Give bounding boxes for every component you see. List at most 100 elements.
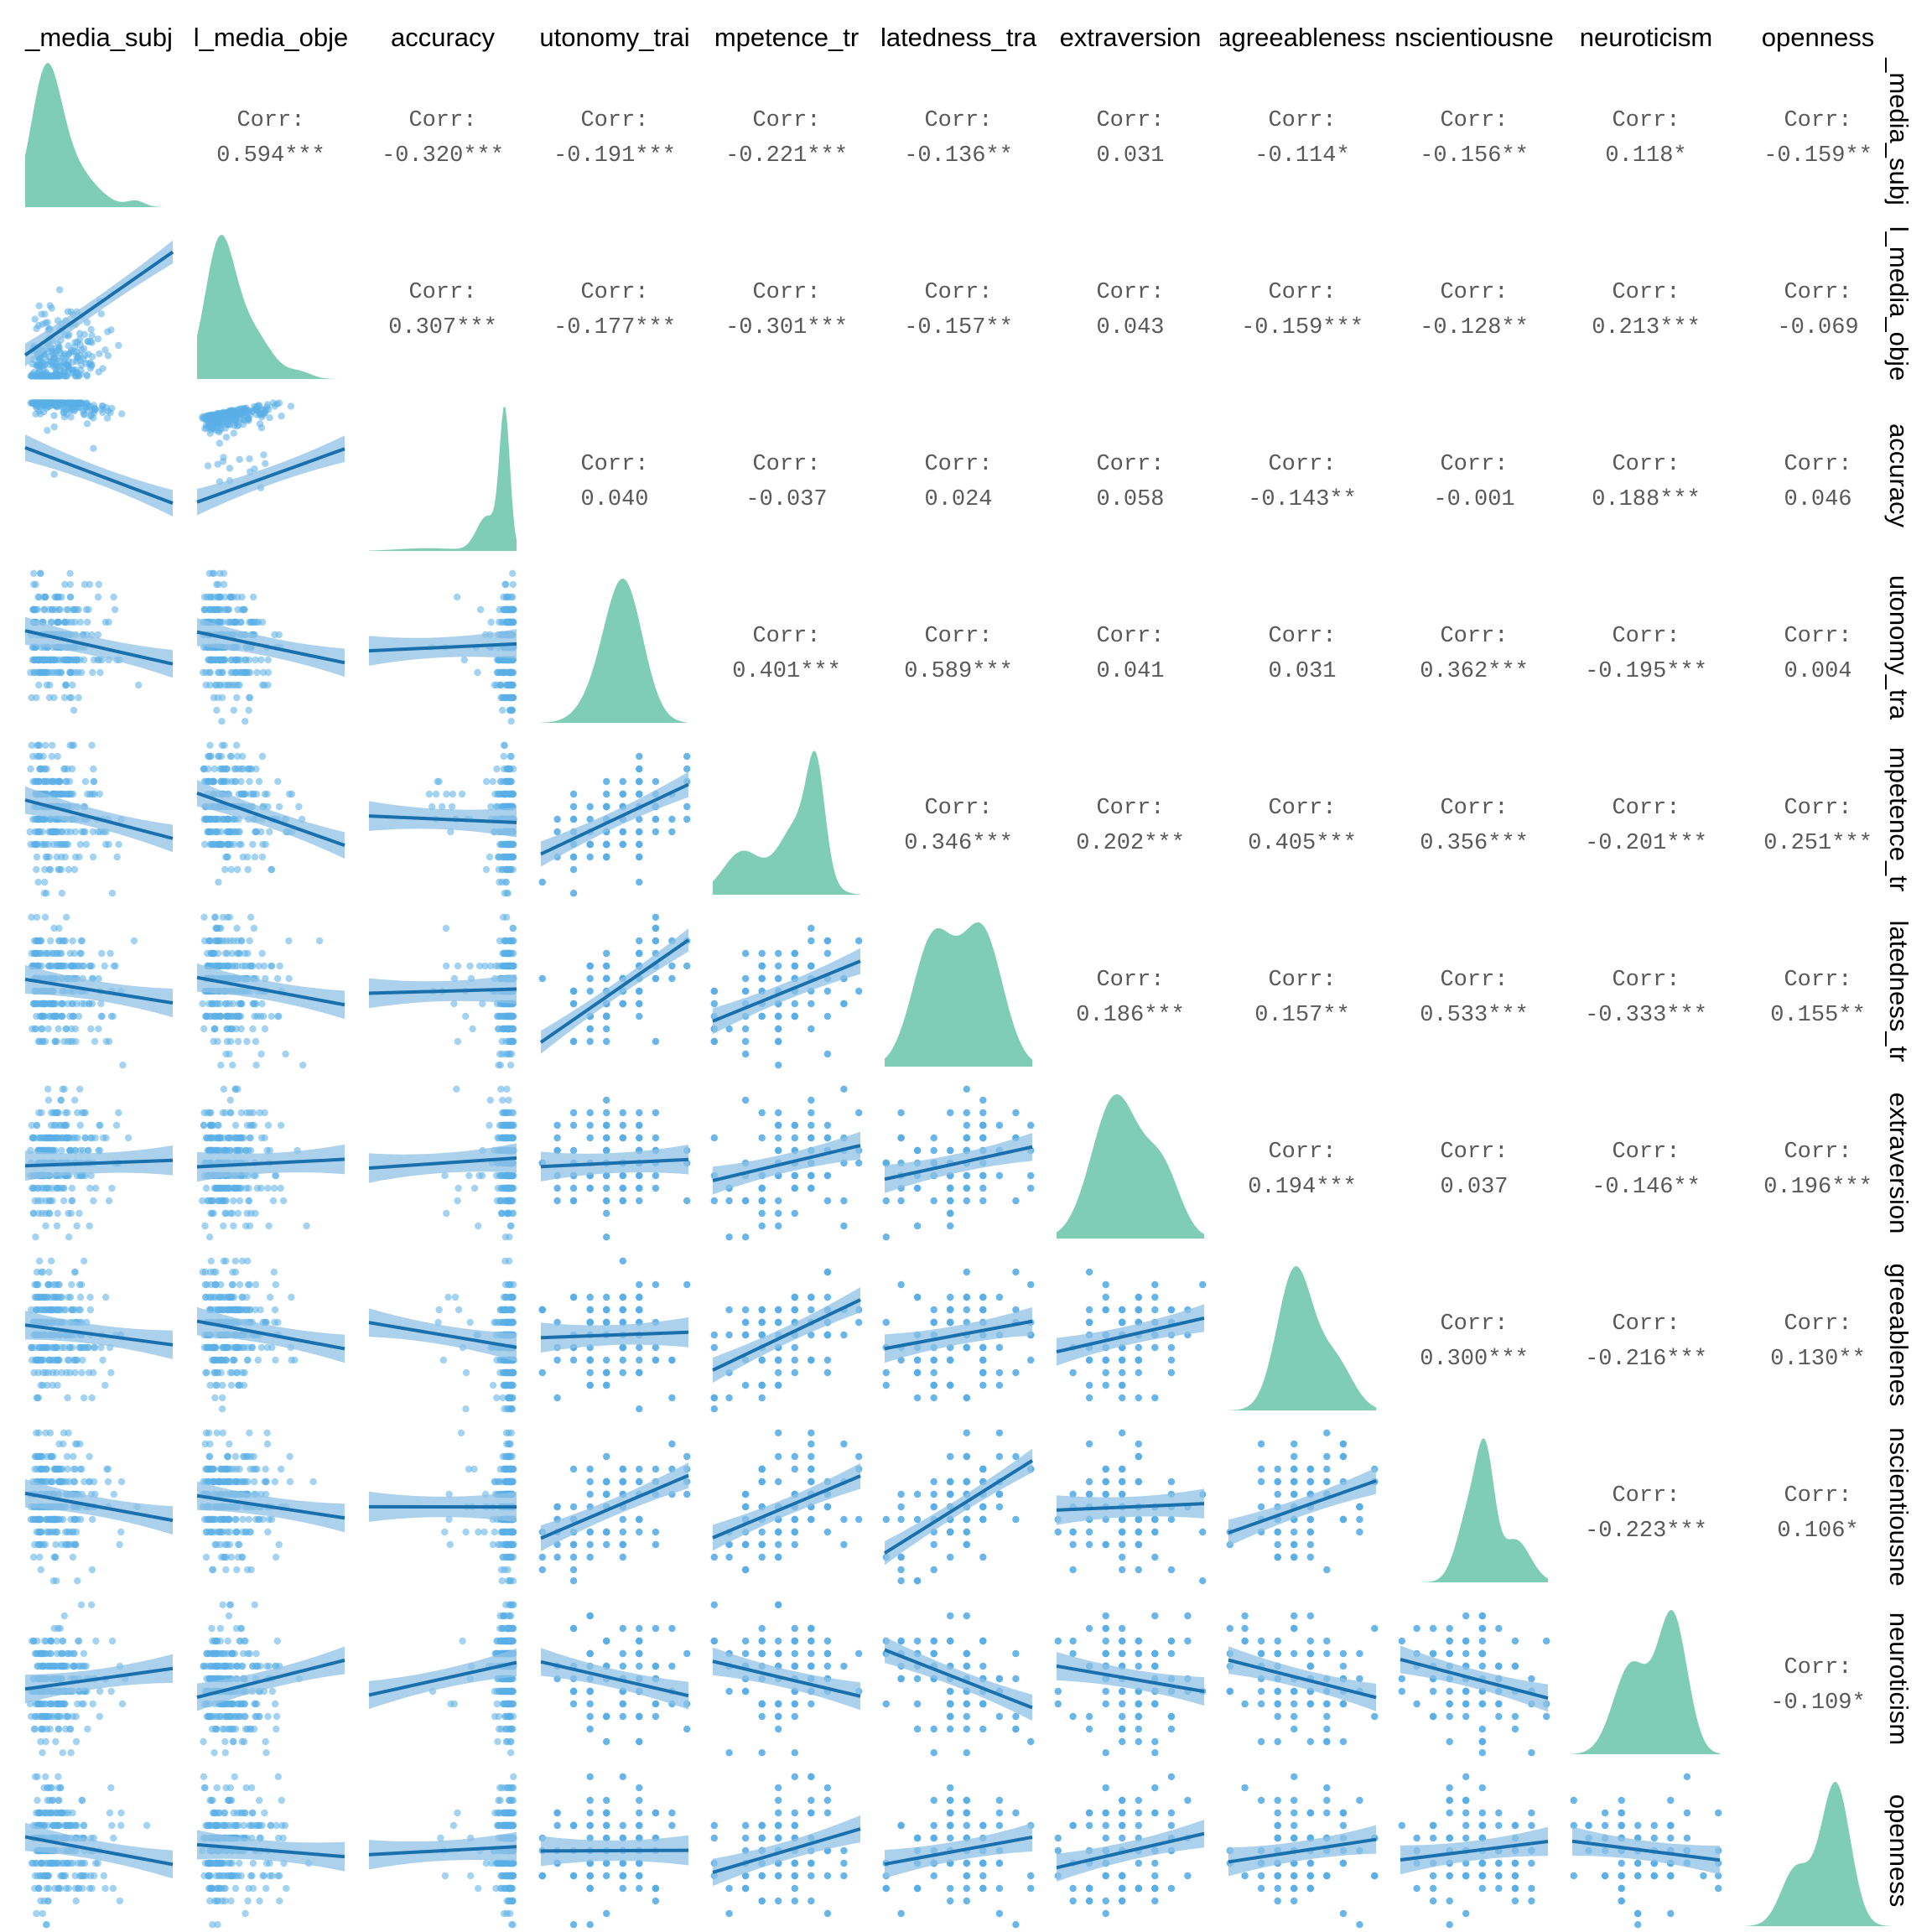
- scatter-point: [725, 1233, 733, 1241]
- scatter-point: [244, 1257, 252, 1265]
- scatter-point: [229, 1062, 236, 1069]
- scatter-point: [494, 1012, 501, 1021]
- scatter-point: [221, 777, 229, 786]
- scatter-point: [207, 1146, 215, 1155]
- scatter-point: [94, 335, 102, 343]
- scatter-point: [465, 1171, 473, 1180]
- scatter-point: [43, 1184, 50, 1192]
- scatter-point: [636, 878, 643, 886]
- corr-label-1-10: Corr:: [1784, 280, 1852, 305]
- regression-line: [23, 250, 174, 357]
- scatter-point: [267, 962, 276, 970]
- scatter-point: [710, 1037, 718, 1046]
- scatter-point: [73, 357, 80, 365]
- corr-label-3-6: Corr:: [1096, 624, 1164, 649]
- scatter-point: [469, 1025, 476, 1033]
- scatter-point: [253, 1184, 261, 1192]
- scatter-point: [97, 1343, 105, 1352]
- scatter-point: [87, 325, 95, 333]
- corr-label-6-9: Corr:: [1612, 1140, 1680, 1165]
- scatter-point: [489, 777, 496, 786]
- scatter-point: [31, 815, 39, 823]
- scatter-point: [499, 913, 507, 922]
- scatter-point: [500, 802, 507, 811]
- scatter-point: [67, 828, 75, 836]
- scatter-point: [74, 1134, 81, 1142]
- scatter-point: [112, 1121, 121, 1130]
- scatter-point: [758, 1209, 766, 1218]
- scatter-point: [75, 1209, 83, 1218]
- scatter-point: [683, 752, 691, 761]
- scatter-point: [897, 1109, 905, 1117]
- scatter-point: [486, 1121, 493, 1130]
- scatter-point: [75, 693, 82, 702]
- scatter-point: [64, 1037, 72, 1046]
- scatter-point: [840, 1197, 848, 1205]
- corr-value-4-5: 0.346***: [904, 831, 1013, 856]
- scatter-point: [79, 1356, 86, 1364]
- scatter-point: [758, 949, 766, 958]
- scatter-point: [476, 605, 485, 614]
- scatter-point: [636, 1197, 643, 1205]
- scatter-point: [636, 937, 643, 945]
- scatter-point: [87, 1171, 95, 1180]
- scatter-point: [203, 1012, 210, 1021]
- scatter-point: [35, 1209, 43, 1218]
- scatter-point: [636, 1121, 643, 1130]
- corr-label-2-3: Corr:: [580, 452, 648, 477]
- scatter-point: [1027, 1184, 1035, 1192]
- scatter-point: [509, 1171, 517, 1180]
- scatter-point: [791, 1121, 798, 1130]
- scatter-point: [741, 1096, 750, 1104]
- scatter-point: [243, 1209, 251, 1218]
- scatter-point: [202, 815, 210, 823]
- scatter-point: [569, 1121, 578, 1130]
- scatter-point: [619, 777, 626, 786]
- scatter-point: [33, 913, 41, 922]
- scatter-point: [499, 706, 506, 714]
- row-label-competence_trait: mpetence_tr: [1884, 747, 1914, 891]
- scatter-point: [50, 470, 58, 478]
- scatter-point: [242, 409, 249, 417]
- corr-value-0-8: -0.156**: [1420, 143, 1529, 169]
- scatter-point: [96, 668, 104, 677]
- corr-value-6-7: 0.194***: [1248, 1175, 1357, 1200]
- scatter-point: [265, 1222, 273, 1230]
- scatter-point: [603, 790, 610, 798]
- scatter-panel-3-0: [24, 569, 174, 714]
- scatter-point: [509, 668, 517, 677]
- scatter-point: [823, 937, 832, 945]
- scatter-point: [636, 949, 643, 958]
- scatter-point: [758, 962, 766, 970]
- scatter-point: [252, 1306, 259, 1314]
- corr-label-0-10: Corr:: [1784, 108, 1852, 133]
- corr-label-1-8: Corr:: [1440, 280, 1508, 305]
- scatter-point: [52, 1368, 60, 1377]
- scatter-point: [272, 1171, 280, 1180]
- scatter-point: [506, 618, 513, 626]
- scatter-point: [285, 974, 293, 983]
- scatter-point: [261, 1134, 268, 1142]
- scatter-point: [636, 828, 643, 836]
- scatter-point: [425, 790, 434, 798]
- scatter-point: [454, 1037, 462, 1046]
- scatter-point: [226, 1209, 235, 1218]
- scatter-point: [249, 593, 257, 601]
- scatter-point: [88, 1000, 96, 1008]
- scatter-point: [51, 400, 59, 408]
- scatter-point: [496, 668, 504, 677]
- scatter-point: [775, 1109, 782, 1117]
- scatter-point: [221, 949, 229, 958]
- scatter-point: [37, 1025, 45, 1033]
- scatter-point: [81, 777, 90, 786]
- scatter-point: [60, 765, 68, 773]
- scatter-point: [495, 865, 503, 874]
- scatter-point: [231, 765, 240, 773]
- scatter-point: [40, 605, 48, 614]
- scatter-point: [103, 414, 112, 422]
- corr-value-4-9: -0.201***: [1585, 831, 1707, 856]
- scatter-point: [264, 656, 272, 664]
- corr-value-0-5: -0.136**: [904, 143, 1013, 169]
- scatter-point: [538, 974, 546, 983]
- scatter-point: [215, 878, 222, 886]
